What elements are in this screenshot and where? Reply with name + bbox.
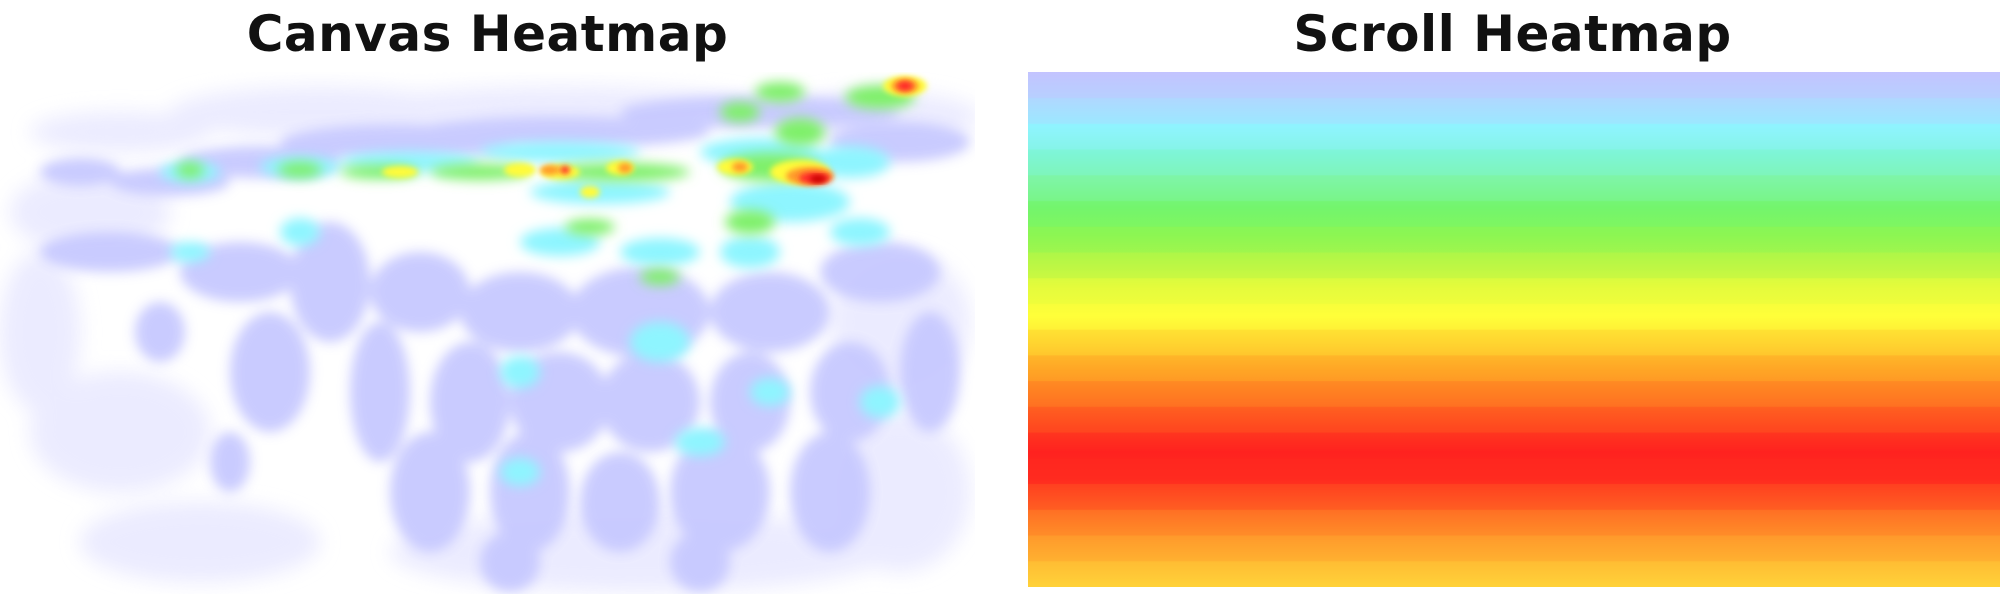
scroll-heatmap-band: [1028, 484, 2000, 511]
scroll-heatmap-band: [1028, 175, 2000, 202]
scroll-heatmap-band: [1028, 458, 2000, 485]
canvas-heatmap-low-density: [40, 96, 970, 592]
scroll-heatmap-svg: [1028, 72, 2000, 587]
scroll-heatmap-band: [1028, 509, 2000, 536]
scroll-heatmap-band: [1028, 561, 2000, 587]
scroll-heatmap-band: [1028, 406, 2000, 433]
canvas-heatmap-image: [0, 72, 975, 594]
scroll-heatmap-band: [1028, 432, 2000, 459]
scroll-heatmap-band: [1028, 149, 2000, 176]
scroll-heatmap-image: [1028, 72, 2000, 587]
scroll-heatmap-band: [1028, 123, 2000, 150]
scroll-heatmap-gradient: [1028, 72, 2000, 587]
scroll-heatmap-band: [1028, 535, 2000, 562]
scroll-heatmap-band: [1028, 97, 2000, 124]
scroll-heatmap-band: [1028, 381, 2000, 408]
scroll-heatmap-title: Scroll Heatmap: [1293, 5, 1732, 63]
scroll-heatmap-band: [1028, 72, 2000, 99]
canvas-heatmap-panel: Canvas Heatmap: [0, 0, 975, 594]
scroll-heatmap-band: [1028, 329, 2000, 356]
scroll-heatmap-band: [1028, 355, 2000, 382]
scroll-heatmap-band: [1028, 303, 2000, 330]
scroll-heatmap-band: [1028, 200, 2000, 227]
scroll-heatmap-panel: Scroll Heatmap: [1025, 0, 2000, 594]
scroll-heatmap-band: [1028, 226, 2000, 253]
canvas-heatmap-title: Canvas Heatmap: [246, 5, 729, 63]
scroll-heatmap-band: [1028, 278, 2000, 305]
scroll-heatmap-band: [1028, 252, 2000, 279]
